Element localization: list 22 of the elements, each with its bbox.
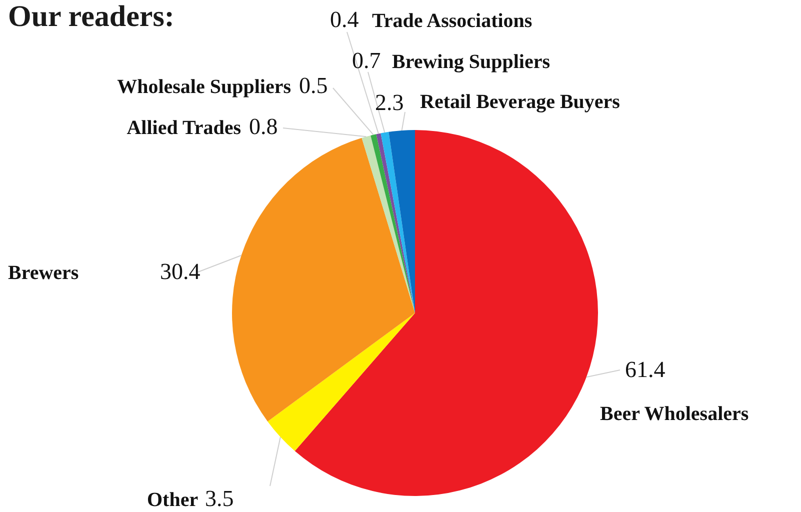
slice-label: Other bbox=[147, 489, 198, 511]
pie-slice bbox=[294, 130, 598, 496]
pie-slice bbox=[362, 135, 415, 313]
slice-label: Beer Wholesalers bbox=[600, 403, 749, 425]
data-label: 30.4 bbox=[160, 259, 201, 284]
data-label: 0.5 bbox=[299, 73, 328, 98]
slice-label: Brewers bbox=[8, 262, 79, 284]
data-label: 61.4 bbox=[625, 357, 666, 382]
data-label: 2.3 bbox=[375, 90, 404, 115]
slice-label: Wholesale Suppliers bbox=[117, 76, 292, 98]
slice-label: Trade Associations bbox=[372, 10, 532, 32]
pie-slice bbox=[388, 130, 415, 313]
data-label: 3.5 bbox=[205, 486, 234, 511]
pie-slice bbox=[268, 313, 415, 452]
slice-label: Allied Trades bbox=[126, 117, 242, 139]
slice-label: Brewing Suppliers bbox=[392, 51, 550, 73]
data-label: 0.8 bbox=[249, 114, 278, 139]
chart-title: Our readers: bbox=[8, 0, 174, 33]
data-label: 0.7 bbox=[352, 48, 381, 73]
pie-slice bbox=[232, 138, 415, 422]
data-label: 0.4 bbox=[330, 7, 360, 32]
slice-label: Retail Beverage Buyers bbox=[420, 91, 620, 113]
